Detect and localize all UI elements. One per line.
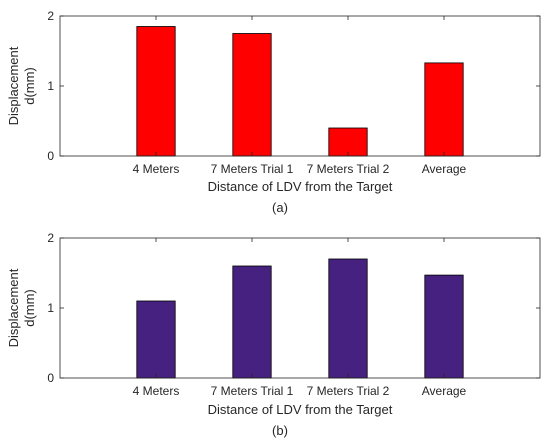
x-axis-label: Distance of LDV from the Target [208, 402, 393, 417]
x-tick-label: Average [422, 162, 467, 176]
x-tick-label: 4 Meters [133, 384, 180, 398]
x-tick-label: 7 Meters Trial 2 [307, 384, 390, 398]
bar-average [424, 274, 464, 379]
y-axis-label-line-1: Displacement [6, 46, 21, 125]
y-axis-label-line-1: Displacement [6, 268, 21, 347]
y-tick-label: 0 [47, 371, 54, 385]
bar-4-meters [136, 26, 176, 157]
y-axis-label-line-2: d(mm) [22, 289, 37, 327]
y-tick-label: 2 [47, 231, 54, 245]
plot-axes-box [59, 15, 541, 157]
chart-panel-2: 0 1 2 4 Meters 7 Meters Trial 1 7 Meters Tria… [6, 231, 541, 438]
panel-label: (a) [272, 200, 288, 215]
x-tick-label: Average [422, 384, 467, 398]
bar-average [424, 62, 464, 157]
plot-axes-box [59, 237, 541, 379]
y-axis-label-line-2: d(mm) [22, 67, 37, 105]
x-tick-label: 4 Meters [133, 162, 180, 176]
x-tick-label: 7 Meters Trial 1 [211, 384, 294, 398]
panel-label: (b) [272, 423, 288, 438]
y-tick-label: 2 [47, 9, 54, 23]
y-tick-label: 1 [47, 301, 54, 315]
bar-7-meters-trial-2 [328, 258, 368, 379]
x-tick-label: 7 Meters Trial 1 [211, 162, 294, 176]
y-tick-label: 0 [47, 149, 54, 163]
bar-7-meters-trial-1 [232, 33, 272, 157]
chart-panel-1: 0 1 2 4 Meters 7 Meters Trial 1 7 Meters Tria… [6, 9, 541, 215]
x-tick-label: 7 Meters Trial 2 [307, 162, 390, 176]
y-tick-label: 1 [47, 79, 54, 93]
x-axis-label: Distance of LDV from the Target [208, 179, 393, 194]
bar-7-meters-trial-2 [328, 127, 368, 157]
bar-7-meters-trial-1 [232, 265, 272, 379]
bar-4-meters [136, 300, 176, 379]
